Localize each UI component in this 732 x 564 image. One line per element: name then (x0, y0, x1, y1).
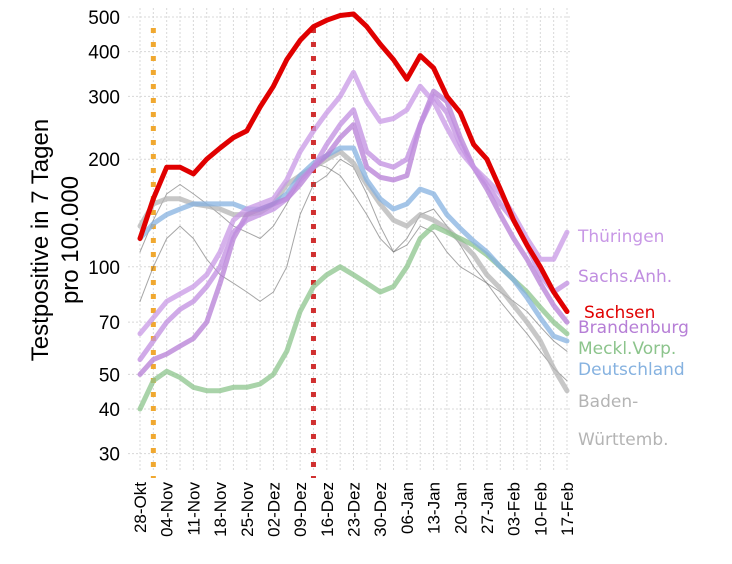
x-tick-label: 03-Feb (505, 482, 524, 536)
x-tick-label: 25-Nov (238, 482, 257, 537)
y-tick-label: 200 (88, 150, 120, 171)
y-axis-label: pro 100.000 (57, 176, 84, 304)
legend-label: Sachsen (584, 303, 656, 323)
x-tick-label: 27-Jan (478, 482, 497, 534)
series-line (137, 69, 570, 337)
x-tick-label: 10-Feb (531, 482, 550, 536)
series-line (137, 88, 570, 377)
legend-label: Sachs.Anh. (578, 267, 673, 287)
x-tick-label: 20-Jan (451, 482, 470, 534)
x-tick-label: 23-Dez (345, 482, 364, 537)
legend-label: Thüringen (578, 227, 665, 247)
x-tick-label: 16-Dez (318, 482, 337, 537)
x-tick-label: 28-Okt (131, 482, 150, 533)
y-tick-label: 40 (99, 400, 120, 421)
series-line (137, 93, 570, 363)
y-tick-label: 30 (99, 445, 120, 466)
legend-label: Brandenburg (578, 318, 689, 338)
legend-label: Deutschland (578, 360, 685, 380)
y-tick-label: 100 (88, 258, 120, 279)
x-tick-label: 30-Dez (371, 482, 390, 537)
x-tick-label: 13-Jan (425, 482, 444, 534)
legend-label: Baden- Württemb. (578, 392, 669, 450)
y-tick-label: 500 (88, 8, 120, 29)
y-tick-label: 70 (99, 313, 120, 334)
y-tick-label: 50 (99, 365, 120, 386)
series-line (137, 145, 570, 344)
series-line (137, 149, 570, 394)
x-tick-label: 02-Dez (264, 482, 283, 537)
x-tick-label: 06-Jan (398, 482, 417, 534)
x-tick-label: 11-Nov (184, 482, 203, 536)
y-axis-label: Testpositive in 7 Tagen (27, 119, 54, 361)
legend-label: Meckl.Vorp. (578, 339, 677, 359)
x-tick-label: 18-Nov (211, 482, 230, 537)
series-line (137, 11, 570, 314)
x-tick-label: 09-Dez (291, 482, 310, 537)
y-tick-label: 300 (88, 87, 120, 108)
x-tick-label: 04-Nov (158, 482, 177, 537)
x-tick-label: 17-Feb (558, 482, 577, 536)
y-tick-label: 400 (88, 43, 120, 64)
